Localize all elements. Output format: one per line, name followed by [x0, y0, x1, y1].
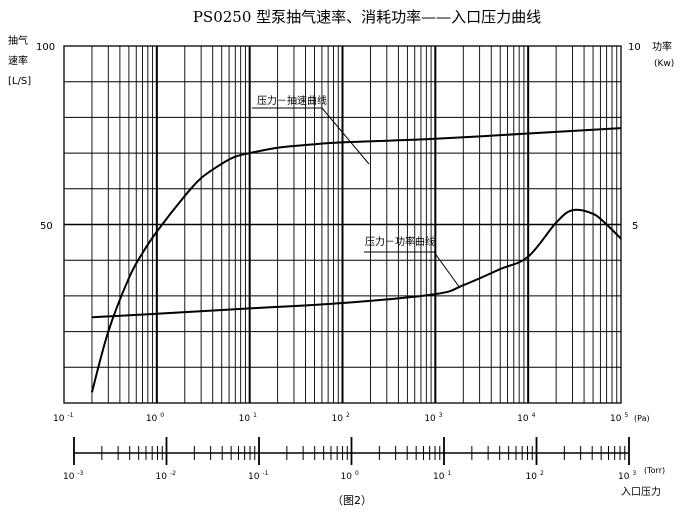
right-axis-label-line: (Kw) [654, 59, 674, 69]
figure-caption: （图2） [332, 494, 372, 507]
pa-tick-label: 10 0 [146, 412, 164, 424]
left-axis-label-line: [L/S] [8, 76, 31, 87]
torr-tick-label: 10 1 [433, 470, 451, 482]
data-series [90, 127, 622, 393]
torr-tick-label: 10 0 [341, 470, 359, 482]
pa-tick-label: 10 -1 [53, 412, 74, 424]
left-axis-label-line: 抽气 [8, 34, 28, 47]
pa-tick-label: 10 1 [239, 412, 257, 424]
chart-title: PS0250 型泵抽气速率、消耗功率——入口压力曲线 [193, 8, 541, 26]
torr-tick-label: 10 2 [526, 470, 544, 482]
right-tick-label: 10 [628, 42, 641, 53]
power-curve-label: 压力－功率曲线 [365, 235, 435, 248]
pa-tick-label: 10 2 [332, 412, 350, 424]
torr-tick-label: 10 -3 [63, 470, 84, 482]
left-tick-label: 50 [40, 221, 53, 232]
torr-axis-label: 入口压力 [621, 485, 661, 498]
torr-axis: 10 -3 10 -2 10 -1 10 0 10 1 10 2 10 3 [63, 437, 636, 482]
torr-tick-label: 10 -1 [248, 470, 269, 482]
pa-tick-label: 10 4 [517, 412, 535, 424]
right-axis-label-line: 功率 [652, 40, 672, 53]
speed-curve-line [90, 127, 622, 393]
grid-lines [64, 46, 621, 403]
speed-curve-leader [252, 107, 370, 165]
left-axis-label-line: 速率 [8, 54, 28, 67]
torr-tick-label: 10 3 [618, 470, 636, 482]
power-curve-line [91, 208, 622, 319]
pa-tick-label: 10 3 [424, 412, 442, 424]
torr-tick-label: 10 -2 [156, 470, 177, 482]
right-tick-label: 5 [632, 221, 638, 232]
left-tick-label: 100 [36, 42, 55, 53]
pa-tick-labels: 10 -1 10 0 10 1 10 2 10 3 10 4 10 5 [53, 412, 628, 424]
speed-curve-label: 压力－抽速曲线 [257, 94, 327, 107]
pa-tick-label: 10 5 [610, 412, 628, 424]
left-axis-label: 抽气 速率 [L/S] [8, 34, 31, 87]
pa-unit-label: (Pa) [634, 414, 650, 423]
right-axis-label: 功率 (Kw) [652, 40, 674, 69]
power-curve-leader [364, 251, 461, 289]
torr-unit-label: (Torr) [644, 466, 665, 475]
